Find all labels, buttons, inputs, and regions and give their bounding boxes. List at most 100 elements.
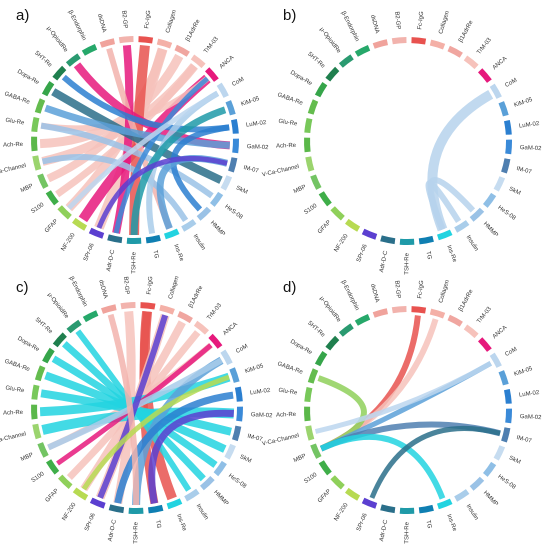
node-arc xyxy=(418,504,434,514)
node-arc xyxy=(159,304,175,315)
node-arc xyxy=(489,352,502,368)
node-label: GaM-02 xyxy=(251,412,274,419)
node-label: Adr-D-C xyxy=(106,249,116,272)
node-label: TSH-Re xyxy=(404,521,410,543)
node-arc xyxy=(208,333,223,349)
node-arc xyxy=(232,425,242,442)
node-arc xyxy=(447,314,463,327)
node-arc xyxy=(469,207,485,222)
node-arc xyxy=(42,347,55,364)
node-arc xyxy=(504,120,512,135)
node-arc xyxy=(126,237,142,245)
node-label: Glu-Re xyxy=(278,388,298,397)
node-arc xyxy=(138,36,154,44)
node-label: HeS-08 xyxy=(496,205,517,222)
node-arc xyxy=(232,138,240,154)
node-arc xyxy=(65,53,81,67)
node-arc xyxy=(37,173,49,189)
node-arc xyxy=(128,507,144,515)
node-arc xyxy=(88,227,105,239)
node-arc xyxy=(108,504,125,514)
chord-link xyxy=(113,76,210,234)
node-label: GFAP xyxy=(317,489,332,505)
node-label: MBP xyxy=(20,452,34,463)
node-label: Collagen xyxy=(168,276,181,300)
node-arc xyxy=(89,497,106,509)
node-label: β-Endorphin xyxy=(340,11,360,43)
node-arc xyxy=(314,351,328,367)
node-label: ANCA xyxy=(222,322,239,337)
node-label: SPr-06 xyxy=(356,512,369,532)
node-arc xyxy=(361,228,378,240)
node-label: Fc-IgG xyxy=(417,280,425,299)
node-label: Adr-D-C xyxy=(379,250,389,273)
node-arc xyxy=(372,39,388,49)
node-arc xyxy=(52,65,67,81)
node-arc xyxy=(411,37,427,45)
node-arc xyxy=(34,365,46,382)
node-label: TrM-03 xyxy=(206,302,223,321)
node-arc xyxy=(145,234,161,244)
chord-links xyxy=(314,315,501,500)
chord-link xyxy=(96,155,228,229)
node-label: S100 xyxy=(31,471,46,484)
chord-links xyxy=(39,310,235,506)
node-arc xyxy=(325,335,340,351)
node-label: TrM-03 xyxy=(476,37,493,56)
node-arc xyxy=(193,320,209,335)
node-label: IM-07 xyxy=(243,165,260,175)
node-arc xyxy=(478,68,492,83)
node-arc xyxy=(234,386,243,402)
node-arc xyxy=(304,406,311,422)
node-arc xyxy=(225,100,236,116)
node-label: Fc-IgG xyxy=(146,276,154,295)
node-label: Glu-Re xyxy=(278,119,298,128)
node-arc xyxy=(489,83,502,99)
node-label: S100 xyxy=(303,472,318,485)
chord-link xyxy=(51,88,223,184)
node-label: V-Ca-Channel xyxy=(262,433,300,447)
node-arc xyxy=(361,497,378,509)
chord-link xyxy=(97,314,169,499)
node-label: IM-07 xyxy=(516,435,533,445)
node-label: dsDNA xyxy=(369,283,380,303)
node-label: β1AdrRe xyxy=(188,284,205,308)
node-label: Ach-Re xyxy=(276,412,297,419)
node-arc xyxy=(174,44,190,57)
node-arc xyxy=(437,498,453,510)
node-arc xyxy=(498,101,509,117)
node-arc xyxy=(330,206,345,221)
node-label: CoM xyxy=(504,78,518,89)
node-label: SkM xyxy=(239,454,252,465)
node-label: 5HT-Re xyxy=(34,317,54,336)
node-label: Ach-Re xyxy=(3,410,24,417)
node-label: S100 xyxy=(303,203,318,216)
node-arc xyxy=(318,460,332,476)
node-label: Dopa-Re xyxy=(16,69,40,87)
node-label: GaM-02 xyxy=(247,144,270,151)
node-label: LuM-02 xyxy=(246,120,268,129)
node-arc xyxy=(304,118,313,133)
node-arc xyxy=(72,217,88,231)
node-arc xyxy=(418,235,434,245)
node-label: dsDNA xyxy=(369,14,380,34)
chord-link xyxy=(107,313,140,506)
node-arc xyxy=(380,235,396,245)
node-label: ANCA xyxy=(492,56,509,71)
node-label: TrM-03 xyxy=(203,36,220,55)
node-arc xyxy=(32,155,42,171)
node-label: TG xyxy=(154,520,161,530)
chord-link xyxy=(369,425,501,499)
node-arc xyxy=(181,219,197,232)
node-label: LuM-02 xyxy=(519,390,541,399)
node-arc xyxy=(148,504,164,514)
node-label: V-Ca-Channel xyxy=(262,164,300,178)
node-arc xyxy=(338,54,354,68)
node-label: β1AdrRe xyxy=(458,19,475,43)
node-arc xyxy=(314,82,328,98)
node-arc xyxy=(493,176,506,192)
node-arc xyxy=(57,205,72,220)
